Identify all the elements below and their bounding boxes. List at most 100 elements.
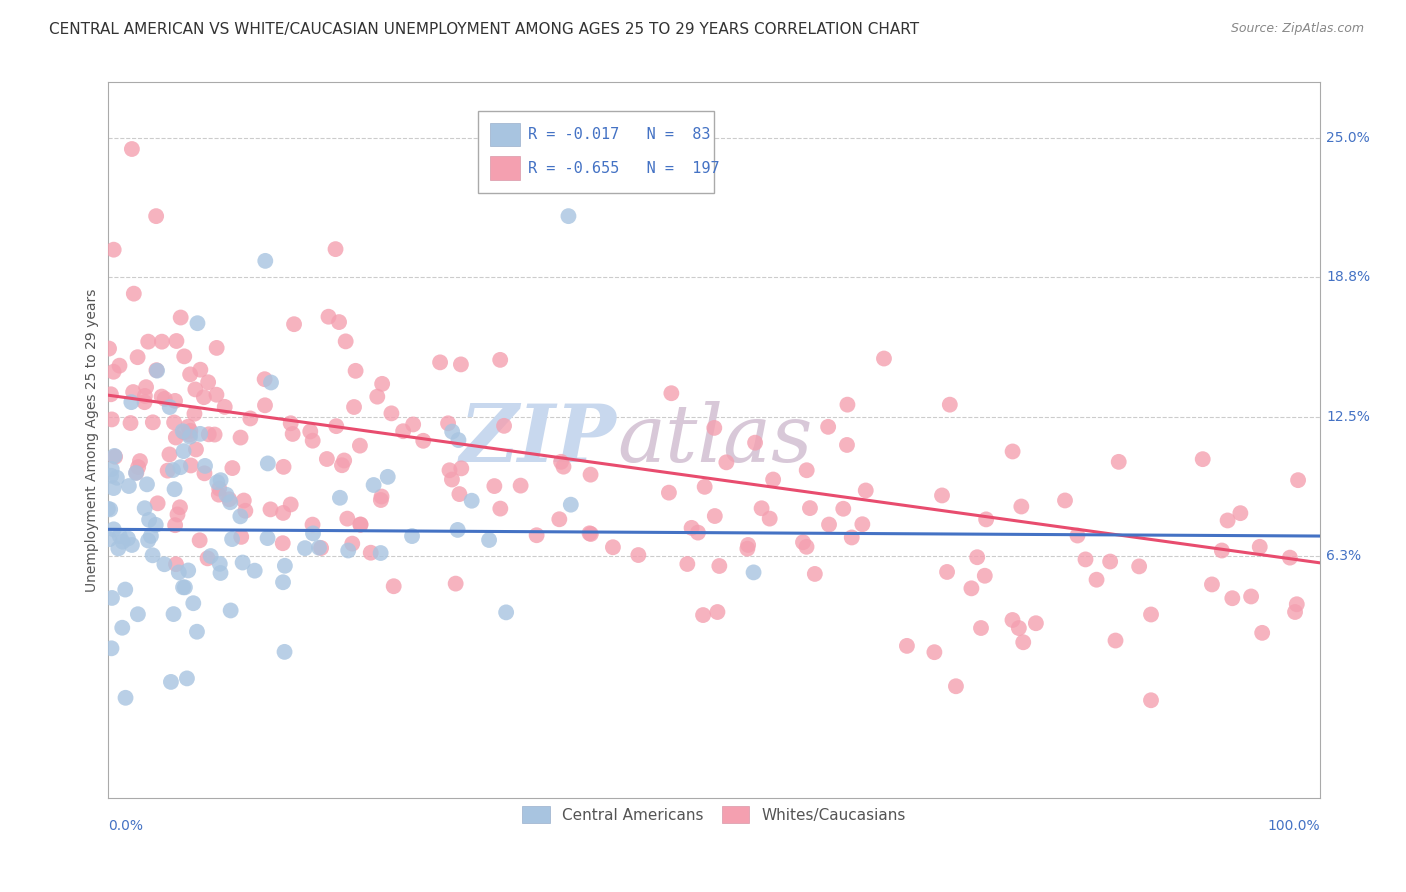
Point	[437, 417, 460, 431]
Point	[105, 471, 128, 485]
Point	[737, 541, 759, 556]
Point	[120, 416, 142, 430]
Text: 25.0%: 25.0%	[1326, 131, 1371, 145]
Point	[103, 243, 125, 257]
Point	[703, 509, 725, 524]
Point	[817, 420, 839, 434]
Point	[127, 350, 149, 364]
Point	[796, 463, 818, 477]
Point	[526, 528, 548, 542]
Point	[429, 355, 451, 369]
Point	[681, 521, 703, 535]
Point	[602, 540, 624, 554]
Point	[218, 492, 240, 507]
Point	[205, 388, 228, 402]
Point	[174, 580, 197, 594]
Point	[235, 504, 257, 518]
Point	[172, 424, 194, 438]
Point	[676, 557, 699, 571]
Point	[1074, 552, 1097, 566]
Point	[271, 506, 294, 520]
Point	[173, 444, 195, 458]
Point	[200, 549, 222, 563]
Point	[162, 463, 184, 477]
Point	[751, 501, 773, 516]
Point	[101, 412, 124, 426]
Point	[1128, 559, 1150, 574]
Point	[1240, 590, 1263, 604]
Point	[145, 363, 167, 377]
Point	[179, 430, 201, 444]
Point	[841, 531, 863, 545]
Point	[219, 495, 242, 509]
Point	[450, 461, 472, 475]
Point	[337, 543, 360, 558]
Point	[120, 395, 142, 409]
Point	[179, 427, 201, 442]
Point	[371, 376, 394, 391]
Point	[273, 645, 295, 659]
FancyBboxPatch shape	[478, 111, 714, 193]
Point	[342, 536, 364, 550]
Point	[799, 501, 821, 516]
Point	[274, 558, 297, 573]
Point	[328, 315, 350, 329]
Text: ZIP: ZIP	[460, 401, 617, 479]
Point	[302, 526, 325, 541]
Point	[835, 438, 858, 452]
Point	[495, 606, 517, 620]
Point	[208, 557, 231, 571]
Point	[221, 532, 243, 546]
Point	[122, 286, 145, 301]
Point	[494, 418, 516, 433]
Point	[229, 509, 252, 524]
Point	[447, 523, 470, 537]
Point	[280, 416, 302, 430]
Point	[1108, 455, 1130, 469]
Point	[159, 447, 181, 461]
Point	[186, 624, 208, 639]
Point	[232, 493, 254, 508]
Point	[145, 209, 167, 223]
Point	[100, 641, 122, 656]
Point	[447, 433, 470, 447]
Point	[181, 596, 204, 610]
Text: R = -0.017   N =  83: R = -0.017 N = 83	[529, 127, 711, 142]
Point	[709, 559, 731, 574]
Point	[153, 392, 176, 406]
Point	[762, 473, 785, 487]
Point	[377, 470, 399, 484]
Point	[193, 390, 215, 404]
Point	[744, 435, 766, 450]
Point	[101, 591, 124, 605]
Point	[449, 487, 471, 501]
Point	[1211, 543, 1233, 558]
Point	[579, 527, 602, 541]
Point	[197, 551, 219, 566]
Point	[960, 582, 983, 596]
Point	[818, 517, 841, 532]
Point	[325, 242, 347, 256]
Point	[380, 406, 402, 420]
Point	[804, 566, 827, 581]
Point	[873, 351, 896, 366]
Point	[260, 376, 283, 390]
Point	[136, 334, 159, 349]
Point	[163, 393, 186, 408]
Point	[253, 398, 276, 412]
Point	[134, 389, 156, 403]
Point	[190, 362, 212, 376]
Point	[163, 482, 186, 496]
Point	[176, 672, 198, 686]
Point	[444, 576, 467, 591]
Point	[108, 359, 131, 373]
Point	[114, 690, 136, 705]
Point	[134, 501, 156, 516]
Point	[489, 501, 512, 516]
Point	[127, 460, 149, 475]
Point	[121, 538, 143, 552]
Point	[197, 376, 219, 390]
Text: Source: ZipAtlas.com: Source: ZipAtlas.com	[1230, 22, 1364, 36]
Point	[1249, 540, 1271, 554]
Point	[553, 459, 575, 474]
